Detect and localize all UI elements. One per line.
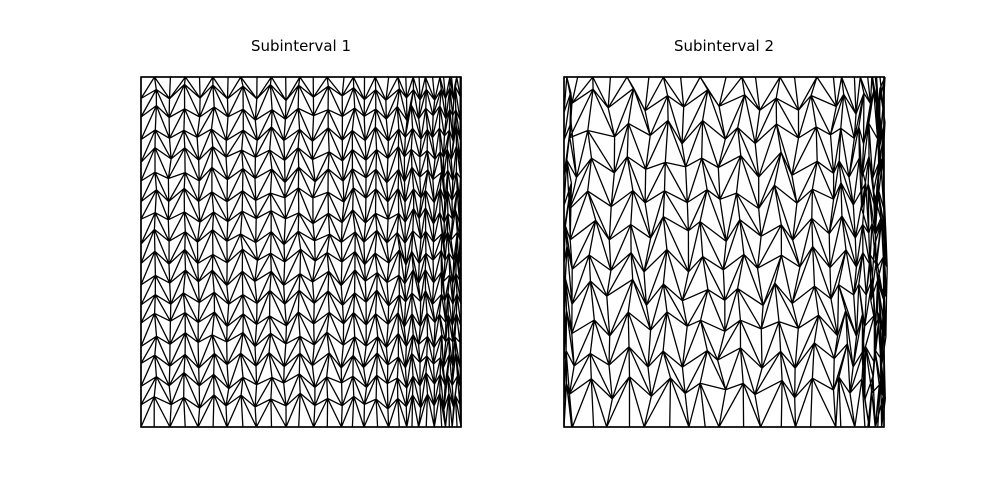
mesh-edges — [563, 76, 888, 428]
panel-2-mesh — [563, 76, 888, 428]
panel-1-mesh — [140, 76, 462, 428]
panel-1-title: Subinterval 1 — [250, 37, 352, 55]
panel-1-frame — [140, 76, 462, 428]
panel-2-frame — [563, 76, 885, 428]
mesh-edges — [140, 76, 462, 428]
panel-2-title: Subinterval 2 — [673, 37, 775, 55]
